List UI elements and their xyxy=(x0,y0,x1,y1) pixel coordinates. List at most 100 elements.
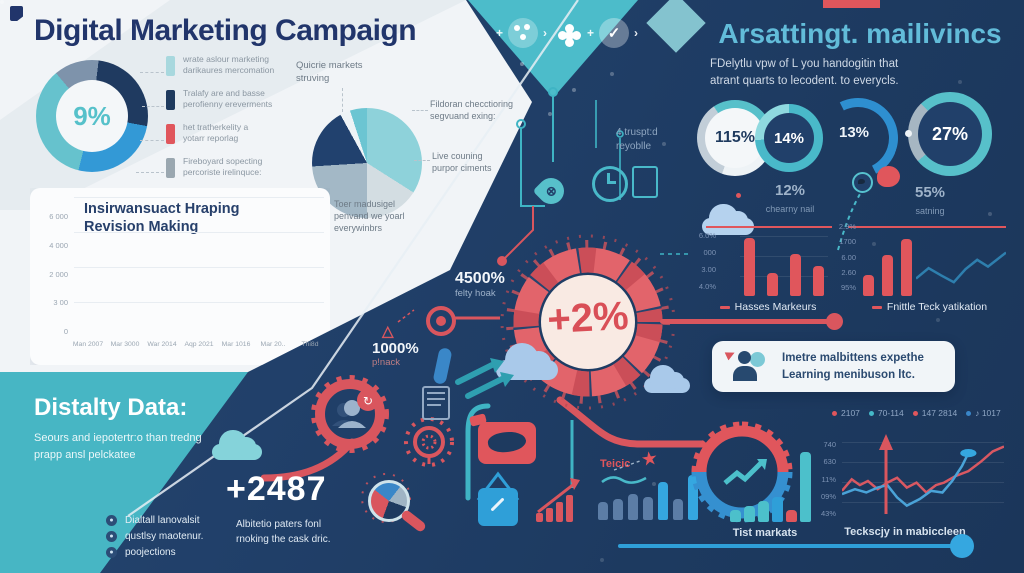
metric-note: Albitetio paters fonl rnoking the cask d… xyxy=(236,519,331,545)
stat-1000-value: 1000% xyxy=(372,340,419,357)
substat-12-value: 12% xyxy=(774,182,806,199)
up-arrow-icon xyxy=(879,434,893,514)
donut-center: 9% xyxy=(56,80,128,152)
molecule-icon xyxy=(508,18,539,48)
ring-27-dot xyxy=(905,130,912,137)
pie-connector xyxy=(412,110,428,111)
red-ball-icon xyxy=(877,166,900,187)
line-chart-yticks: 740 630 11% 09% 43% xyxy=(820,440,836,518)
tist-bars xyxy=(727,450,813,522)
triangle-icon: △ xyxy=(382,323,394,340)
pie-note-2: Live couning purpor ciments xyxy=(432,151,492,174)
check-icon: ✓ xyxy=(599,18,630,48)
substat-55-value: 55% xyxy=(914,184,946,201)
ring-13-value: 13% xyxy=(838,124,870,141)
pie-connector xyxy=(342,88,343,112)
trusted-note: 4 truspt:d reyoblle xyxy=(616,127,658,152)
gauge-sun-icon xyxy=(404,417,454,467)
trend-arrow-icon xyxy=(537,478,580,514)
person-body-icon xyxy=(733,366,757,381)
info-box-text: Imetre malbittens expethe Learning menib… xyxy=(782,352,924,381)
bar-chart: Insirwansuact Hraping Revision Making 6 … xyxy=(30,188,330,365)
process-icons-row: + › + ✓ › xyxy=(496,18,666,48)
gear-person-icon: ↻ xyxy=(310,374,390,454)
donut-center-value: 9% xyxy=(73,100,111,131)
timer-icon xyxy=(592,166,628,202)
note-icon xyxy=(478,488,518,526)
wave-line-icon xyxy=(601,476,647,484)
red-connector-dot xyxy=(826,313,843,330)
stat-1000-label: p!nack xyxy=(372,357,400,368)
legend-connector xyxy=(140,72,164,73)
rising-bars-icon xyxy=(536,486,584,522)
mini1-bars xyxy=(740,232,828,296)
mini2-legend: Fnittle Teck yatikation xyxy=(842,301,1017,313)
bird-circle-icon xyxy=(852,172,873,193)
person-icon xyxy=(738,351,751,364)
document-icon xyxy=(632,166,658,198)
x-circle-glyph: ⊗ xyxy=(545,183,557,198)
mini2-yticks: 2.9% 1700 6.00 2.60 95% xyxy=(838,222,856,292)
bar-chart-xticks: Man 2007 Mar 3000 War 2014 Aqp 2021 Mar 1016… xyxy=(72,341,319,348)
stat-1000: 1000% p!nack xyxy=(372,340,419,368)
scatter-dots-decor xyxy=(0,0,4,4)
stat-4500-label: felty hoak xyxy=(455,288,496,299)
legend-connector xyxy=(140,140,164,141)
teal-section-body: Seours and iepotertr:o than tredng prapp… xyxy=(34,432,202,461)
substat-12: 12% chearny nail xyxy=(755,182,825,217)
pie-connector xyxy=(414,160,430,161)
plus-icon: + xyxy=(587,26,595,40)
double-arrow-icon xyxy=(455,358,514,399)
info-box: Imetre malbittens expethe Learning menib… xyxy=(712,341,955,392)
target-icon xyxy=(426,306,456,336)
line-chart xyxy=(842,440,1004,522)
ring-14: 14% xyxy=(755,104,823,172)
right-title: Arsattingt. mailivincs xyxy=(718,18,1002,49)
cloud-icon xyxy=(644,365,690,393)
market-mini-bars xyxy=(598,472,698,520)
chevron-right-icon: › xyxy=(543,26,548,40)
report-doc-icon xyxy=(422,386,450,420)
pie-note-1: Fildoran checctioring segvuand exing: xyxy=(430,99,514,122)
ring-27: 27% xyxy=(908,92,992,176)
legend-connector xyxy=(136,172,164,173)
cloud-icon xyxy=(212,430,262,460)
teal-section-heading: Distalty Data: xyxy=(34,394,188,421)
flower-icon xyxy=(552,18,582,48)
star-icon: ★ xyxy=(639,447,660,472)
magnifier-icon xyxy=(360,472,430,542)
ring-14-value: 14% xyxy=(773,129,805,147)
series-legend: 2107 70-114 147 2814 ♪ 1017 xyxy=(832,408,1022,418)
page-title: Digital Marketing Campaign xyxy=(34,14,417,47)
blue-connector-line xyxy=(618,544,966,548)
markets-pie-chart xyxy=(312,108,422,218)
mini2-line xyxy=(916,238,1006,290)
tist-label: Tist markats xyxy=(732,527,798,539)
stat-4500: 4500% felty hoak xyxy=(455,270,505,299)
substat-55-label: satning xyxy=(915,206,945,216)
legend-connector xyxy=(142,106,164,107)
image-card-icon xyxy=(469,413,536,464)
bar-chart-yticks: 6 000 4 000 2 000 3 00 0 xyxy=(49,212,68,336)
stat-4500-value: 4500% xyxy=(455,270,505,287)
right-subtitle: FDelytlu vpw of L you handogitin that at… xyxy=(710,58,899,88)
red-square-decor xyxy=(823,0,880,8)
pie-note-3: Toer madusigel penvand we yoarl everywin… xyxy=(334,199,405,234)
mini1-topline xyxy=(706,226,832,228)
mini1-legend: Hasses Markeurs xyxy=(700,301,836,313)
line-chart-label: Teckscjy in mabiccleen xyxy=(844,526,966,538)
tist-gear-icon xyxy=(687,417,797,527)
megaphone-icon xyxy=(725,349,737,361)
metric-2487: +2487 xyxy=(226,470,327,508)
plus-icon: + xyxy=(496,26,504,40)
mini2-topline xyxy=(848,226,1006,228)
teal-bullet-list: Dialtall lanovalsitqustlsy maotenur.pooj… xyxy=(106,515,203,558)
cloud-icon xyxy=(496,343,558,380)
gauge-value: +2% xyxy=(546,293,630,343)
chevron-right-icon: › xyxy=(634,26,639,40)
ring-27-value: 27% xyxy=(931,123,969,144)
blue-connector-dot xyxy=(950,534,974,558)
svg-text:↻: ↻ xyxy=(363,394,373,408)
